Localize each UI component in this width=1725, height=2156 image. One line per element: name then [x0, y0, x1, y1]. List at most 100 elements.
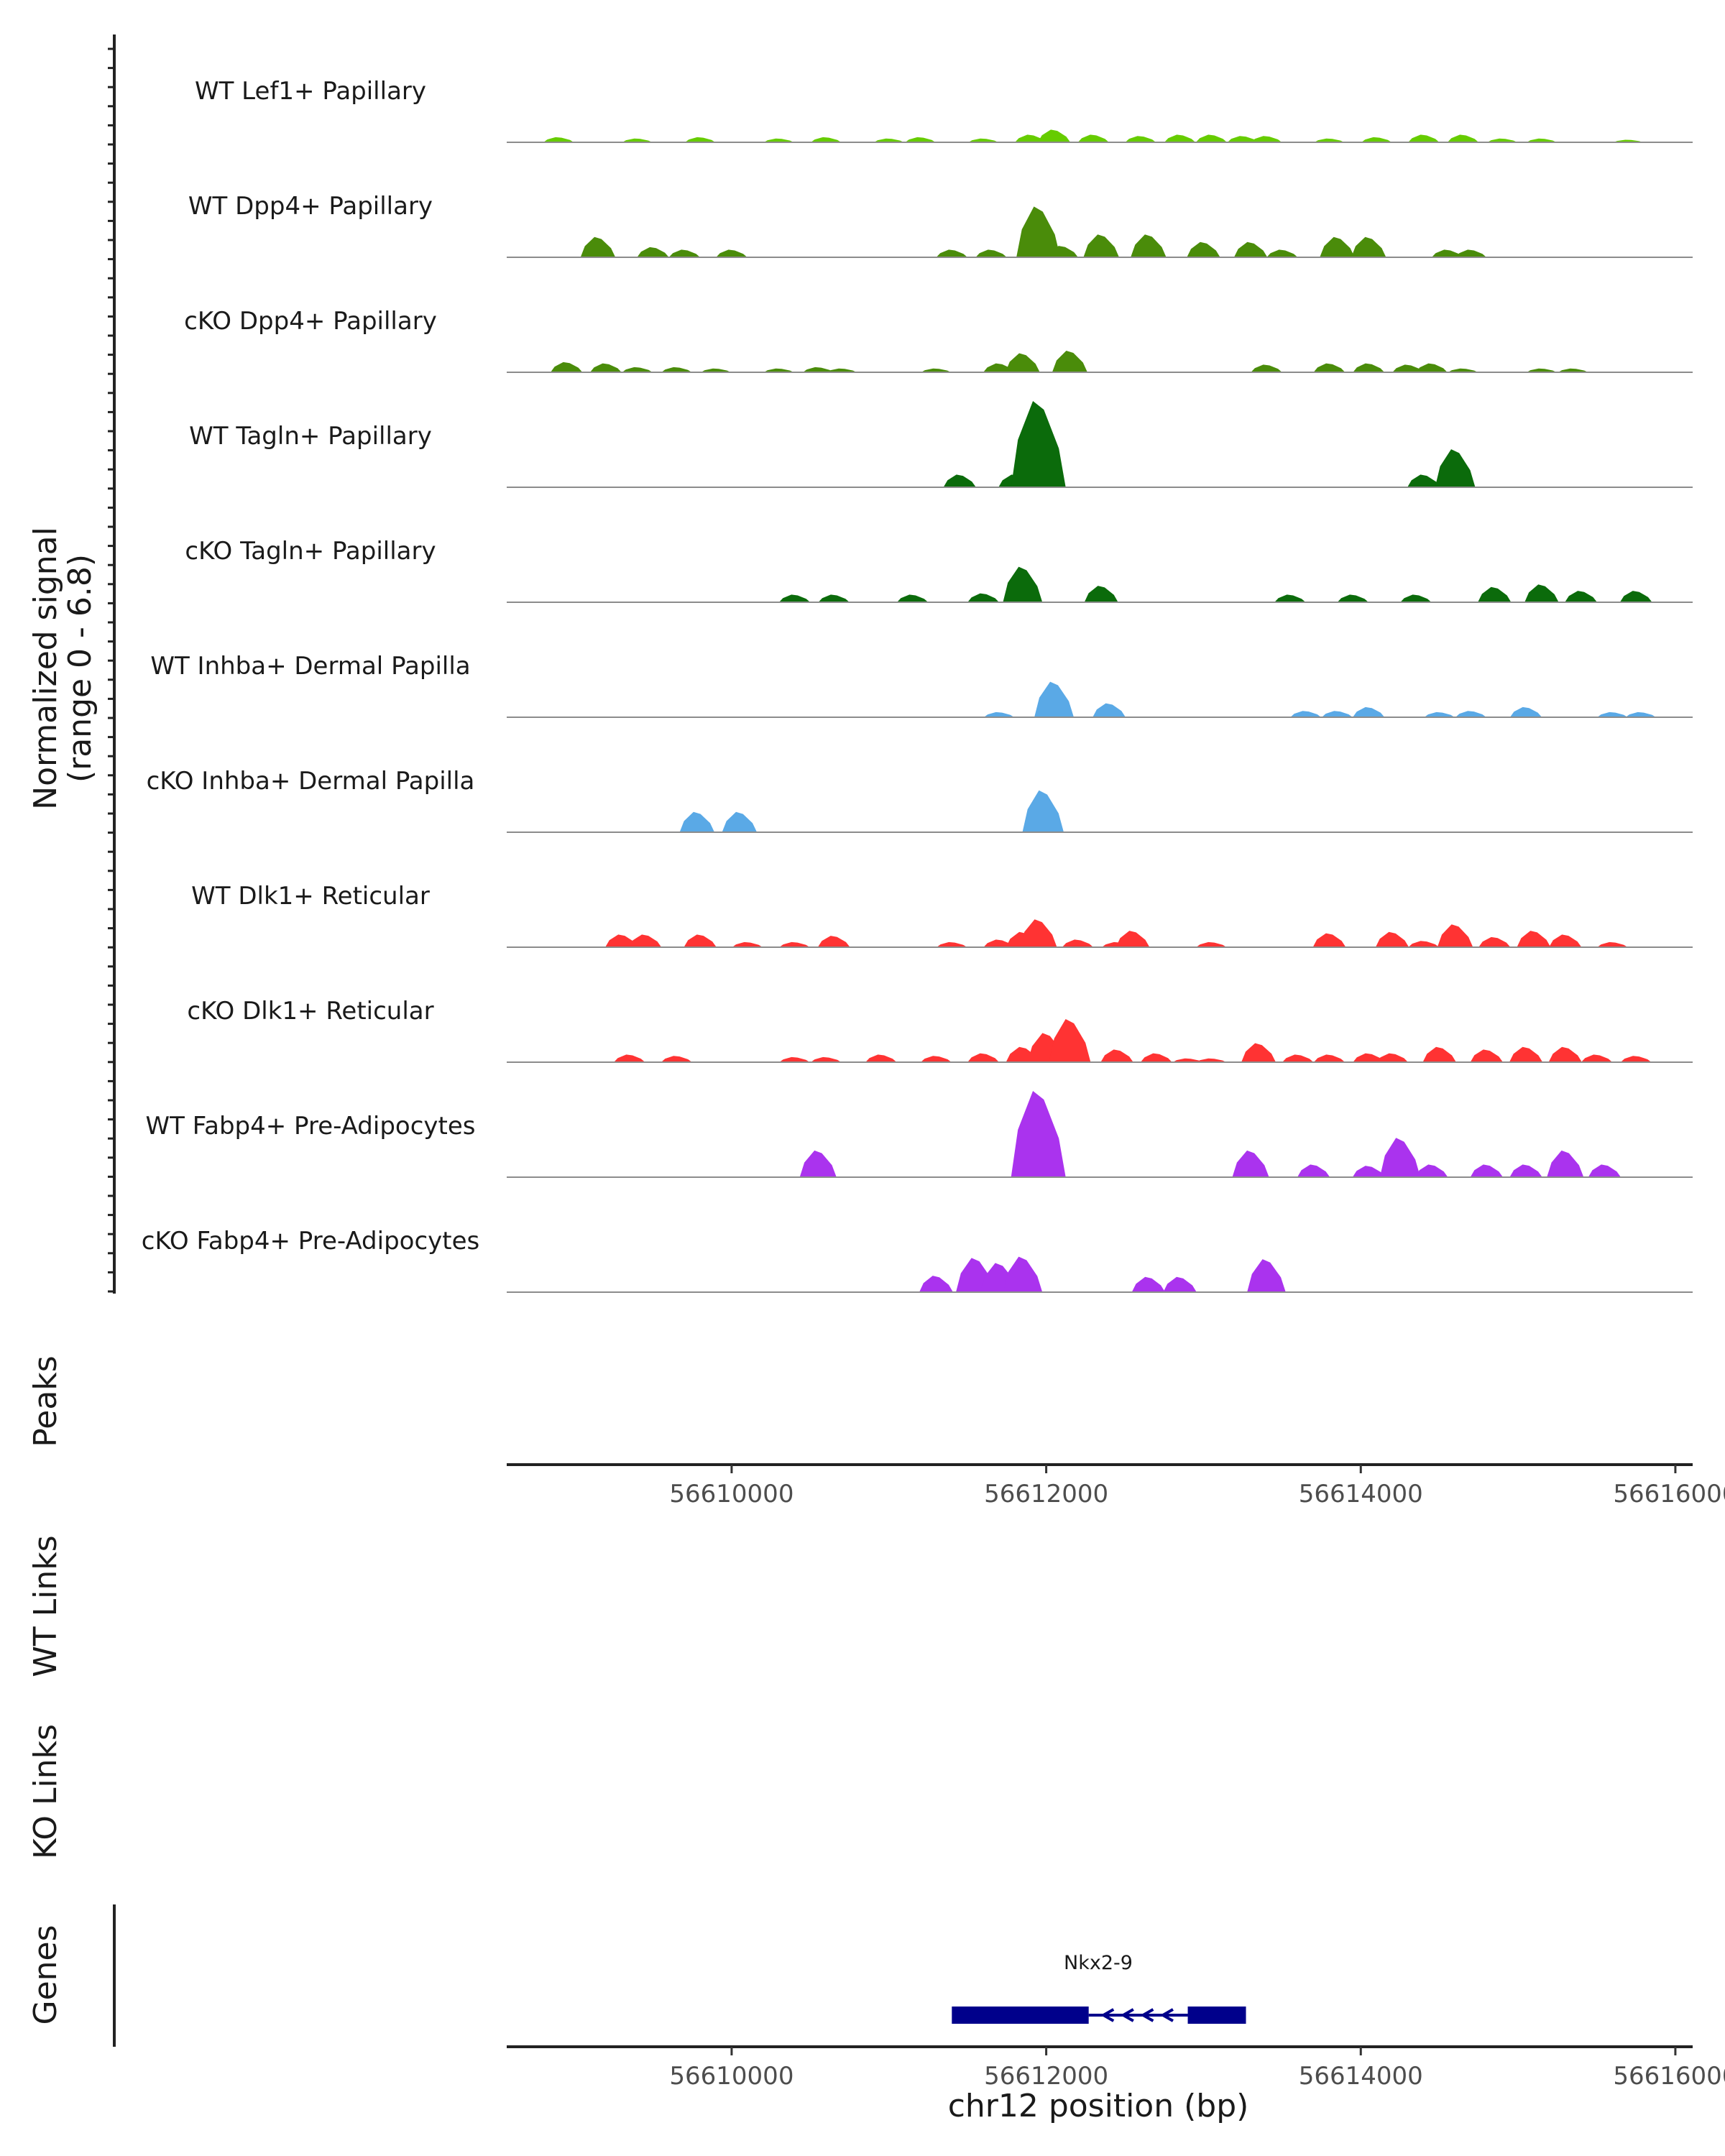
- coverage-peak: [1597, 941, 1628, 947]
- x-axis-title: chr12 position (bp): [948, 2088, 1249, 2124]
- coverage-peak: [919, 1276, 953, 1292]
- coverage-peak: [1407, 474, 1440, 487]
- ko-links-panel-label: KO Links: [27, 1724, 64, 1859]
- coverage-peak: [811, 1056, 842, 1062]
- track-11: cKO Fabp4+ Pre-Adipocytes: [142, 1227, 1693, 1293]
- coverage-peak: [1247, 1259, 1286, 1292]
- coverage-peak: [1195, 134, 1227, 142]
- coverage-peak: [1016, 206, 1061, 257]
- coverage-peak: [1455, 711, 1486, 717]
- coverage-peak: [1408, 134, 1440, 142]
- coverage-peak: [1437, 924, 1473, 947]
- track-label: cKO Tagln+ Papillary: [185, 537, 436, 566]
- coverage-peak: [1619, 591, 1652, 602]
- track-10: WT Fabp4+ Pre-Adipocytes: [146, 1091, 1693, 1178]
- genes-x-axis-ticks: 56610000 56612000 56614000 56616000: [669, 2047, 1725, 2091]
- peaks-panel-label: Peaks: [27, 1355, 64, 1447]
- coverage-peak: [1558, 368, 1588, 372]
- coverage-peak: [628, 934, 662, 947]
- coverage-peak: [1376, 1053, 1408, 1062]
- coverage-peak: [1196, 941, 1227, 947]
- coverage-peak: [1313, 1054, 1346, 1062]
- coverage-peak: [1233, 241, 1268, 257]
- coverage-peak: [1361, 137, 1392, 142]
- gene-exon: [1187, 2007, 1246, 2024]
- coverage-peak: [1527, 368, 1557, 372]
- x-axis-tick-label: 56614000: [1299, 2062, 1423, 2091]
- coverage-peak: [1509, 1164, 1542, 1177]
- track-9: cKO Dlk1+ Reticular: [187, 997, 1693, 1063]
- coverage-peak: [685, 137, 716, 142]
- coverage-peak: [1052, 351, 1087, 372]
- coverage-peak: [779, 1056, 810, 1062]
- coverage-peak: [803, 367, 834, 372]
- coverage-peak: [1375, 931, 1409, 947]
- coverage-peak: [811, 137, 842, 142]
- coverage-peak: [779, 941, 810, 947]
- coverage-y-axis-title-line2: (range 0 - 6.8): [62, 554, 98, 783]
- track-label: WT Fabp4+ Pre-Adipocytes: [146, 1112, 476, 1141]
- coverage-peak: [1131, 234, 1167, 257]
- coverage-peak: [1003, 1256, 1043, 1292]
- coverage-peak: [937, 941, 967, 947]
- coverage-peak: [622, 138, 653, 142]
- coverage-peak: [1011, 1091, 1066, 1177]
- coverage-peak: [1274, 594, 1306, 602]
- track-label: cKO Inhba+ Dermal Papilla: [147, 767, 475, 796]
- coverage-peak: [865, 1054, 897, 1062]
- coverage-peak: [732, 941, 763, 947]
- coverage-peak: [1322, 711, 1353, 717]
- coverage-peak: [1019, 919, 1057, 947]
- coverage-peak: [1037, 129, 1071, 142]
- coverage-peak: [1415, 363, 1448, 372]
- genes-panel-label: Genes: [27, 1925, 64, 2024]
- coverage-peak: [983, 939, 1015, 947]
- coverage-peak: [661, 1056, 692, 1062]
- coverage-peak: [605, 934, 638, 947]
- coverage-peak: [1046, 246, 1078, 257]
- coverage-peak: [1196, 1058, 1227, 1062]
- coverage-peak: [1435, 449, 1476, 487]
- coverage-peak: [763, 138, 794, 142]
- wt-links-panel-label: WT Links: [27, 1535, 64, 1677]
- coverage-peak: [1164, 134, 1196, 142]
- coverage-peak: [1163, 1276, 1197, 1292]
- coverage-peak: [975, 249, 1007, 257]
- coverage-peak: [967, 593, 999, 602]
- track-label: WT Lef1+ Papillary: [195, 77, 426, 106]
- coverage-peak: [1524, 584, 1559, 602]
- coverage-peak: [968, 138, 998, 142]
- coverage-peak: [1251, 364, 1282, 372]
- coverage-y-axis-title-line1: Normalized signal: [27, 527, 64, 810]
- coverage-peak: [1314, 138, 1345, 142]
- coverage-peak: [1509, 706, 1542, 717]
- track-label: WT Tagln+ Papillary: [189, 422, 432, 451]
- coverage-tracks: WT Lef1+ Papillary WT Dpp4+ Papillary cKO …: [142, 77, 1693, 1293]
- coverage-peak: [1187, 241, 1220, 257]
- coverage-peak: [701, 368, 731, 372]
- coverage-peak: [614, 1054, 645, 1062]
- coverage-peak: [967, 1053, 999, 1062]
- coverage-peak: [1015, 134, 1046, 142]
- coverage-peak: [1478, 936, 1511, 947]
- coverage-peak: [1125, 136, 1156, 142]
- coverage-peak: [1003, 566, 1043, 602]
- coverage-peak: [897, 594, 929, 602]
- coverage-peak: [1131, 1276, 1165, 1292]
- coverage-peak: [1478, 586, 1512, 602]
- coverage-peak: [716, 249, 748, 257]
- coverage-peak: [827, 368, 857, 372]
- coverage-peak: [1313, 363, 1346, 372]
- coverage-peak: [1527, 138, 1557, 142]
- coverage-peak: [1487, 138, 1517, 142]
- coverage-peak: [1392, 364, 1424, 372]
- coverage-peak: [1379, 1138, 1421, 1177]
- coverage-peak: [1408, 941, 1440, 947]
- x-axis-tick-label: 56616000: [1613, 1480, 1725, 1508]
- coverage-peak: [1172, 1058, 1203, 1062]
- x-axis-tick-label: 56612000: [984, 1480, 1108, 1508]
- coverage-peak: [1282, 1054, 1314, 1062]
- coverage-peak: [1353, 706, 1385, 717]
- x-axis-tick-label: 56616000: [1613, 2062, 1725, 2091]
